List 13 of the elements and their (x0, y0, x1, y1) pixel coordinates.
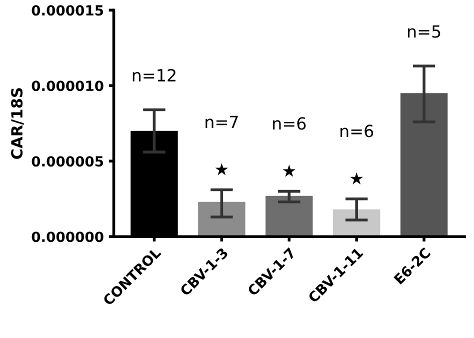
annotation: n=6 (340, 124, 374, 138)
annotation: ★ (282, 164, 296, 177)
y-tick-label: 0.000015 (32, 5, 104, 16)
annotation: ★ (350, 172, 363, 184)
y-tick-label: 0.000000 (32, 232, 104, 242)
annotation: n=7 (206, 116, 238, 128)
y-axis-title: CAR/18S (11, 88, 24, 159)
y-tick-label: 0.000010 (32, 80, 104, 92)
annotation: n=5 (408, 25, 440, 38)
annotation: n=12 (132, 68, 176, 82)
y-tick-label: 0.000005 (32, 156, 104, 167)
annotation: ★ (215, 163, 228, 176)
annotation: n=6 (273, 117, 306, 130)
